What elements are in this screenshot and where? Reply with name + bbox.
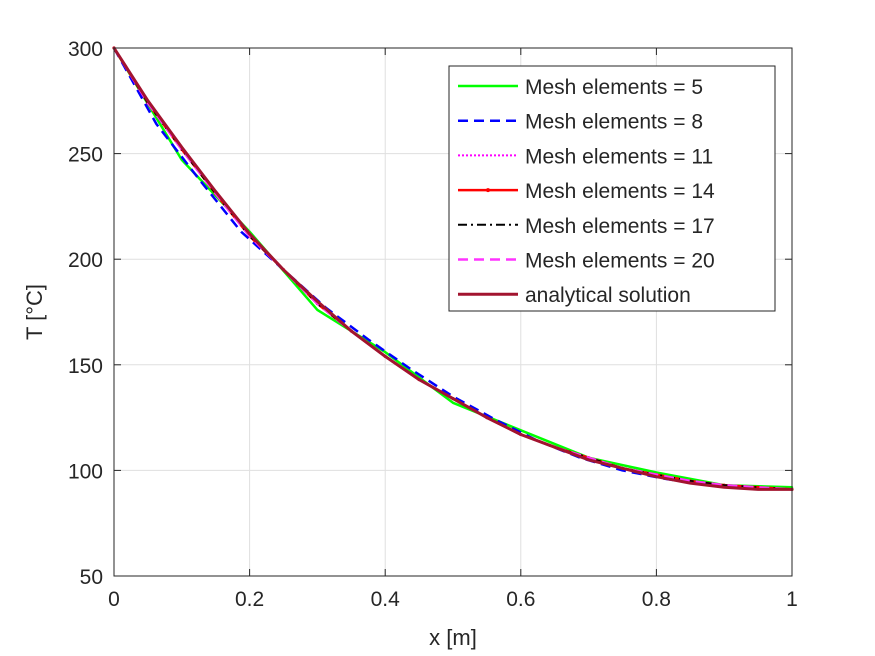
series-line-7 [112,46,794,491]
legend-items: Mesh elements = 5 Mesh elements = 8 Mesh e… [458,76,715,307]
legend-label-7: analytical solution [525,284,691,307]
x-tick-label: 0.6 [506,588,535,611]
legend-label-4: Mesh elements = 14 [525,180,715,203]
y-axis-label: T [°C] [22,284,47,340]
legend-label-1: Mesh elements = 5 [525,76,703,99]
y-tick-label: 200 [68,249,103,272]
legend-box [448,65,776,312]
axes-box [113,47,793,577]
y-tick-label: 250 [68,144,103,167]
legend-label-6: Mesh elements = 20 [525,250,715,273]
x-tick-label: 1 [786,588,798,611]
x-tick-label: 0 [108,588,120,611]
x-tick-label: 0.2 [235,588,264,611]
legend: Mesh elements = 5 Mesh elements = 8 Mesh e… [448,65,776,312]
x-tick-label: 0.4 [371,588,401,611]
legend-label-3: Mesh elements = 11 [525,145,713,168]
y-tick-label: 150 [68,355,103,378]
tick-layer [113,47,793,577]
series-layer [112,46,794,492]
y-tick-label: 50 [80,566,103,589]
y-tick-label: 300 [68,38,103,61]
x-tick-label: 0.8 [642,588,671,611]
x-axis-label: x [m] [429,625,477,650]
y-tick-label: 100 [68,460,103,483]
legend-label-2: Mesh elements = 8 [525,111,703,134]
legend-label-5: Mesh elements = 17 [525,215,715,238]
legend-swatch-marker [486,188,490,193]
